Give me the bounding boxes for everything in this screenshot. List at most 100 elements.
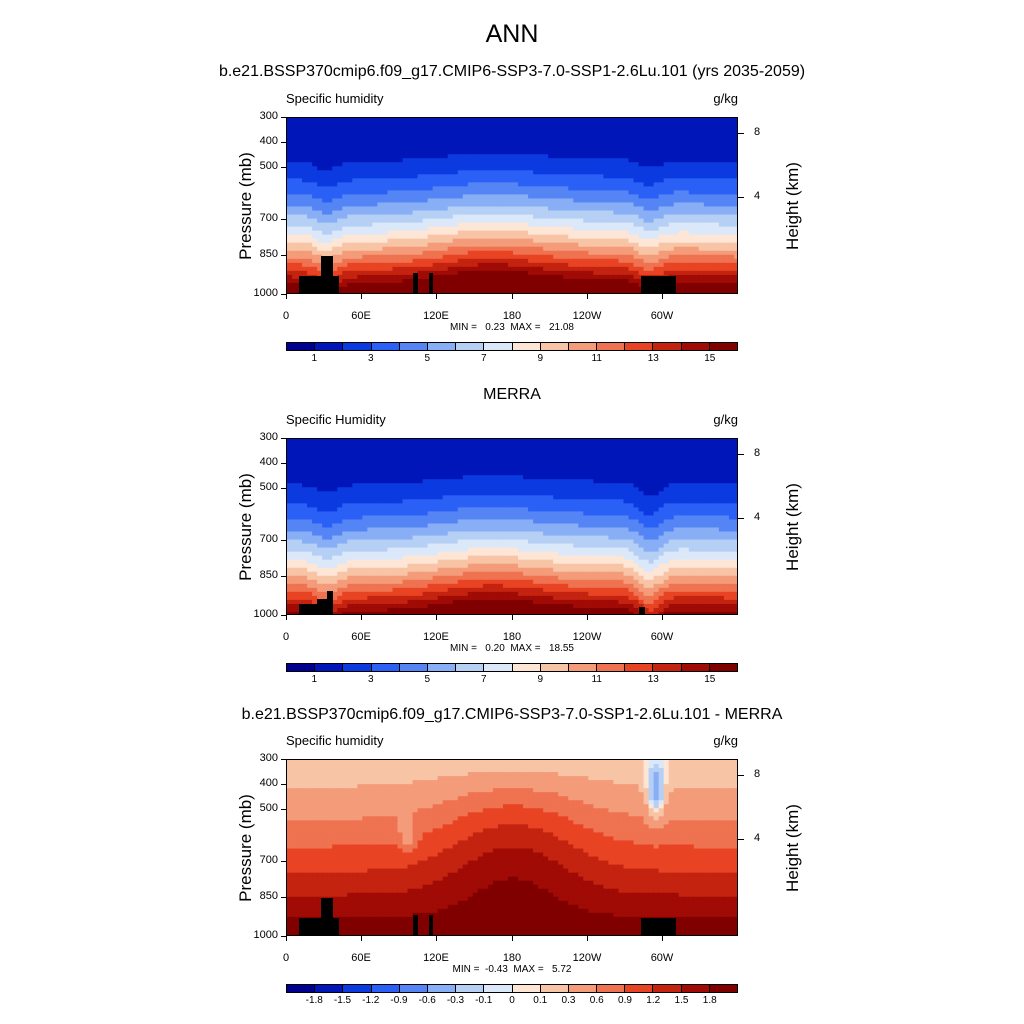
contour-cell	[553, 178, 559, 183]
contour-cell	[297, 471, 303, 476]
contour-cell	[568, 266, 574, 272]
contour-cell	[603, 222, 610, 228]
contour-cell	[618, 118, 625, 123]
contour-cell	[633, 290, 640, 293]
contour-cell	[658, 250, 665, 256]
contour-cell	[628, 150, 635, 155]
contour-cell	[528, 190, 534, 196]
contour-cell	[623, 246, 630, 252]
contour-cell	[513, 146, 519, 151]
contour-cell	[422, 479, 429, 484]
contour-cell	[482, 238, 489, 244]
contour-cell	[673, 246, 680, 252]
contour-cell	[507, 126, 514, 131]
contour-cell	[417, 202, 424, 208]
contour-cell	[723, 463, 730, 468]
contour-cell	[538, 154, 544, 159]
contour-cell	[603, 154, 610, 159]
contour-cell	[467, 218, 474, 224]
contour-cell	[427, 170, 434, 175]
contour-cell	[673, 186, 680, 192]
contour-cell	[603, 455, 610, 460]
contour-cell	[528, 158, 534, 163]
contour-cell	[342, 190, 348, 196]
contour-cell	[357, 190, 363, 196]
contour-cell	[598, 166, 604, 171]
contour-cell	[513, 270, 519, 276]
contour-cell	[618, 459, 625, 464]
contour-cell	[502, 178, 509, 183]
contour-cell	[598, 254, 604, 260]
contour-cell	[558, 126, 564, 131]
contour-cell	[472, 118, 479, 123]
contour-cell	[367, 467, 373, 472]
contour-cell	[713, 234, 720, 240]
contour-cell	[362, 447, 368, 452]
contour-cell	[633, 210, 640, 216]
contour-cell	[302, 182, 308, 187]
contour-cell	[447, 459, 454, 464]
contour-cell	[502, 166, 509, 171]
contour-cell	[462, 447, 469, 452]
contour-cell	[307, 194, 313, 200]
y-tick-mark	[281, 167, 286, 168]
contour-cell	[558, 118, 564, 123]
contour-cell	[703, 218, 710, 224]
contour-cell	[397, 122, 404, 127]
contour-cell	[708, 158, 715, 163]
contour-cell	[452, 130, 459, 135]
contour-cell	[347, 234, 353, 240]
contour-cell	[528, 214, 534, 220]
contour-cell	[402, 214, 409, 220]
contour-cell	[417, 118, 424, 123]
contour-cell	[447, 443, 454, 448]
contour-cell	[648, 198, 655, 204]
contour-cell	[362, 206, 368, 212]
contour-cell	[618, 250, 625, 256]
contour-cell	[553, 475, 559, 480]
contour-cell	[482, 447, 489, 452]
contour-cell	[307, 190, 313, 196]
contour-cell	[317, 146, 323, 151]
contour-cell	[392, 266, 399, 272]
contour-cell	[382, 246, 389, 252]
contour-cell	[703, 266, 710, 272]
contour-cell	[728, 274, 735, 280]
contour-cell	[427, 202, 434, 208]
contour-cell	[728, 174, 735, 179]
contour-cell	[297, 158, 303, 163]
contour-cell	[367, 246, 373, 252]
contour-cell	[588, 467, 594, 472]
contour-cell	[523, 286, 529, 292]
contour-cell	[452, 455, 459, 460]
contour-cell	[683, 182, 690, 187]
contour-cell	[603, 210, 610, 216]
contour-cell	[728, 258, 735, 264]
contour-cell	[417, 475, 424, 480]
contour-cell	[648, 242, 655, 248]
contour-cell	[502, 459, 509, 464]
contour-cell	[718, 443, 725, 448]
contour-cell	[723, 443, 730, 448]
contour-cell	[618, 178, 625, 183]
contour-cell	[588, 274, 594, 280]
contour-cell	[437, 170, 444, 175]
contour-cell	[728, 178, 735, 183]
contour-cell	[608, 210, 615, 216]
contour-cell	[487, 198, 494, 204]
contour-cell	[402, 222, 409, 228]
contour-cell	[513, 150, 519, 155]
contour-cell	[628, 286, 635, 292]
contour-cell	[673, 210, 680, 216]
contour-cell	[412, 170, 419, 175]
contour-cell	[613, 471, 620, 476]
contour-cell	[467, 443, 474, 448]
contour-cell	[548, 238, 554, 244]
contour-cell	[397, 234, 404, 240]
contour-cell	[487, 130, 494, 135]
contour-cell	[658, 118, 665, 123]
contour-cell	[452, 194, 459, 200]
contour-cell	[397, 226, 404, 232]
contour-cell	[337, 218, 343, 224]
contour-cell	[292, 467, 298, 472]
